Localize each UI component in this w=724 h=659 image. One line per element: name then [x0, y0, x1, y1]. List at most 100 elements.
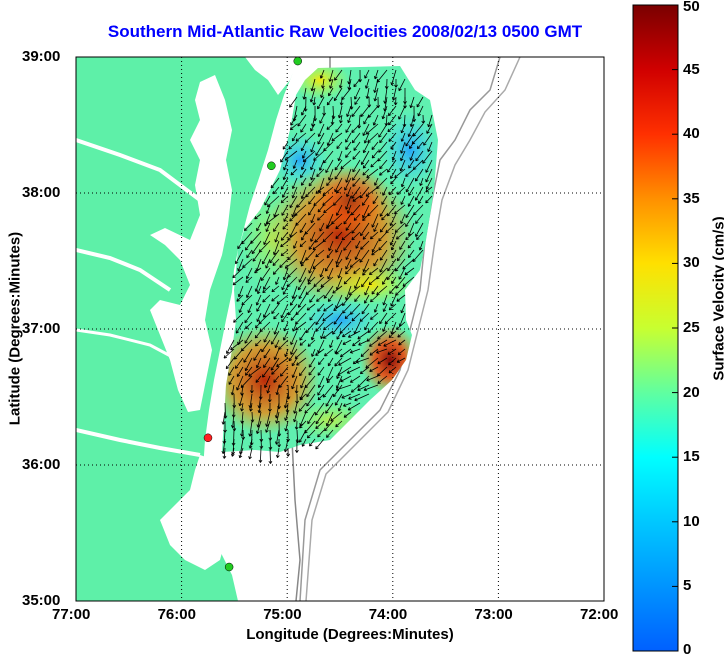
- velocity-arrow: [382, 186, 388, 196]
- velocity-arrow: [279, 258, 289, 268]
- velocity-arrow: [317, 204, 325, 213]
- velocity-arrow: [399, 240, 406, 250]
- velocity-arrow: [309, 312, 316, 321]
- velocity-arrow: [335, 123, 343, 133]
- velocity-arrow: [399, 159, 406, 172]
- velocity-arrow: [351, 123, 361, 133]
- velocity-arrow: [373, 87, 379, 102]
- velocity-arrow: [245, 321, 253, 330]
- velocity-arrow: [373, 258, 379, 267]
- velocity-arrow: [275, 384, 280, 396]
- velocity-arrow: [245, 240, 253, 251]
- velocity-arrow: [300, 258, 307, 267]
- velocity-arrow: [317, 375, 325, 388]
- velocity-arrow: [328, 87, 334, 97]
- velocity-arrow: [361, 276, 370, 288]
- velocity-arrow: [325, 222, 334, 229]
- velocity-arrow: [362, 177, 370, 185]
- velocity-arrow: [264, 213, 271, 227]
- velocity-arrow: [405, 213, 415, 228]
- velocity-arrow: [337, 402, 343, 412]
- velocity-arrow: [232, 267, 244, 279]
- velocity-arrow: [400, 303, 406, 314]
- lat-tick-label: 39:00: [22, 48, 61, 65]
- velocity-arrow: [381, 213, 388, 221]
- velocity-arrow: [249, 402, 253, 412]
- velocity-arrow: [345, 267, 352, 275]
- velocity-arrow: [379, 258, 388, 273]
- velocity-arrow: [253, 348, 262, 361]
- velocity-arrow: [419, 177, 424, 187]
- velocity-arrow: [281, 186, 289, 198]
- velocity-arrow: [415, 150, 424, 162]
- velocity-arrow: [361, 195, 370, 206]
- velocity-arrow: [341, 393, 352, 399]
- velocity-arrow: [310, 330, 316, 341]
- velocity-arrow: [348, 285, 361, 296]
- velocity-arrow: [271, 294, 280, 302]
- velocity-arrow: [416, 141, 424, 150]
- velocity-arrow: [328, 69, 334, 82]
- velocity-arrow: [415, 222, 424, 237]
- velocity-arrow: [362, 141, 370, 154]
- velocity-arrow: [294, 438, 299, 453]
- velocity-arrow: [252, 249, 262, 262]
- velocity-arrow: [273, 375, 280, 383]
- colorbar-tick-label: 10: [683, 512, 700, 530]
- velocity-arrow: [235, 321, 244, 334]
- velocity-arrow: [388, 186, 397, 196]
- velocity-arrow: [262, 366, 271, 378]
- velocity-arrow: [400, 177, 406, 188]
- velocity-arrow: [315, 411, 325, 425]
- velocity-arrow: [388, 366, 397, 374]
- velocity-arrow: [351, 231, 361, 241]
- velocity-arrow: [405, 132, 415, 147]
- velocity-arrow: [326, 249, 334, 259]
- velocity-arrow: [317, 393, 325, 401]
- velocity-arrow: [355, 357, 370, 364]
- velocity-arrow: [317, 96, 325, 110]
- velocity-arrow: [255, 375, 262, 383]
- velocity-arrow: [314, 231, 325, 243]
- velocity-arrow: [358, 339, 370, 346]
- velocity-arrow: [349, 258, 361, 268]
- station-markers: [203, 56, 303, 572]
- station-marker: [224, 562, 234, 572]
- station-marker: [203, 433, 213, 443]
- velocity-arrow: [378, 141, 388, 153]
- velocity-arrow: [416, 231, 424, 241]
- velocity-arrow: [280, 177, 289, 190]
- velocity-arrow: [347, 114, 352, 124]
- velocity-arrow: [322, 330, 334, 339]
- velocity-arrow: [394, 168, 406, 179]
- velocity-arrow: [299, 420, 307, 429]
- velocity-arrow: [379, 249, 388, 261]
- velocity-arrow: [391, 276, 397, 285]
- velocity-arrow: [361, 303, 370, 315]
- velocity-arrow: [417, 105, 424, 117]
- velocity-arrow: [326, 375, 334, 384]
- velocity-arrow: [324, 348, 334, 357]
- velocity-arrow: [262, 303, 271, 318]
- velocity-arrow: [264, 375, 271, 389]
- velocity-arrow: [400, 195, 406, 205]
- velocity-arrow: [316, 294, 325, 302]
- velocity-arrow: [357, 384, 370, 392]
- velocity-arrow: [393, 96, 398, 106]
- velocity-arrow: [298, 285, 307, 300]
- velocity-arrow: [340, 375, 352, 383]
- velocity-arrow: [296, 195, 307, 208]
- velocity-arrow: [363, 114, 370, 125]
- velocity-arrow: [299, 339, 307, 346]
- velocity-arrow: [299, 330, 307, 341]
- velocity-arrow: [251, 240, 262, 255]
- velocity-arrow: [306, 429, 316, 439]
- velocity-arrow: [405, 177, 415, 193]
- velocity-arrow: [255, 321, 262, 329]
- velocity-arrow: [344, 177, 352, 191]
- velocity-arrow: [297, 294, 307, 308]
- velocity-arrow: [371, 240, 379, 253]
- velocity-arrow: [301, 150, 307, 159]
- velocity-arrow: [398, 339, 406, 346]
- velocity-arrow: [350, 204, 361, 216]
